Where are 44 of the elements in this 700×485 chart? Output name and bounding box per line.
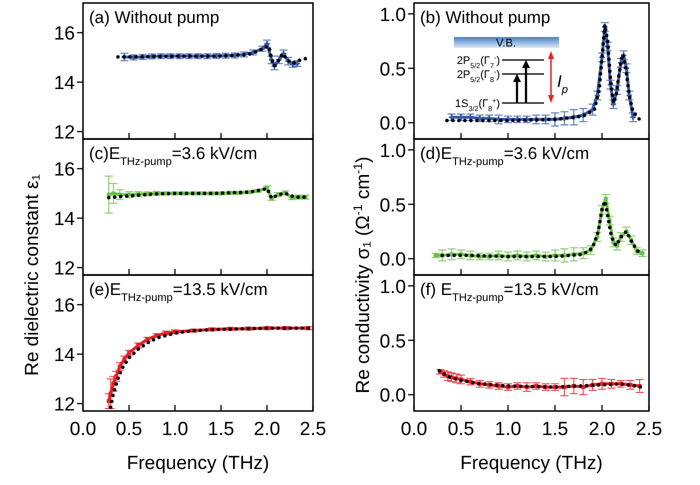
x-tick-label: 0.5 bbox=[116, 419, 142, 440]
chart-title: (a) Without pump bbox=[89, 8, 220, 27]
x-tick-label: 0.0 bbox=[70, 419, 96, 440]
annotation: 2P$_{5/2}$(Γ$_{7}$$^{-}$) bbox=[456, 54, 500, 70]
chart-title: (f) E$_{THz-pump}$=13.5 kV/cm bbox=[420, 280, 599, 304]
y-tick-label: 16 bbox=[54, 24, 75, 45]
y-tick-label: 0.5 bbox=[380, 195, 406, 216]
y-tick-label: 0.5 bbox=[380, 59, 406, 80]
x-tick-label: 2.5 bbox=[636, 419, 662, 440]
x-axis-title: Frequency (THz) bbox=[126, 453, 270, 474]
y-tick-label: 12 bbox=[54, 394, 75, 416]
y-tick-label: 1.0 bbox=[380, 4, 406, 26]
chart-title: (c)E$_{THz-pump}$=3.6 kV/cm bbox=[89, 144, 258, 168]
y-tick-label: 12 bbox=[54, 258, 75, 280]
x-tick-label: 0.5 bbox=[448, 419, 474, 440]
annotation: 1S$_{3/2}$(Γ$_{8}$$^{+}$) bbox=[455, 97, 500, 113]
y-tick-label: 0.5 bbox=[380, 331, 406, 352]
y-tick-label: 14 bbox=[54, 209, 76, 230]
y-tick-label: 0.0 bbox=[380, 386, 406, 407]
x-axis-title: Frequency (THz) bbox=[460, 453, 603, 474]
y-tick-label: 16 bbox=[54, 160, 75, 181]
y-tick-label: 14 bbox=[54, 73, 76, 94]
annotation: V.B. bbox=[496, 38, 516, 50]
y-axis-title: Re dielectric constant ε₁ bbox=[22, 174, 43, 376]
x-tick-label: 1.5 bbox=[208, 419, 234, 440]
y-tick-label: 12 bbox=[54, 122, 75, 144]
x-tick-label: 2.0 bbox=[254, 419, 280, 440]
annotation: 2P$_{5/2}$(Γ$_{8}$$^{-}$) bbox=[456, 68, 500, 84]
y-tick-label: 1.0 bbox=[380, 140, 406, 162]
y-tick-label: 1.0 bbox=[380, 276, 406, 298]
x-tick-label: 2.0 bbox=[588, 419, 616, 440]
x-tick-label: 0.0 bbox=[400, 419, 428, 440]
y-tick-label: 0.0 bbox=[380, 114, 406, 135]
annotation: I$_{p}$ bbox=[557, 72, 568, 96]
x-tick-label: 2.5 bbox=[300, 419, 326, 440]
x-tick-label: 1.0 bbox=[162, 419, 188, 440]
chart-title: (d)E$_{THz-pump}$=3.6 kV/cm bbox=[420, 144, 590, 168]
y-tick-label: 16 bbox=[54, 296, 75, 317]
chart-title: (b) Without pump bbox=[420, 8, 550, 27]
y-tick-label: 14 bbox=[54, 345, 76, 366]
x-tick-label: 1.0 bbox=[494, 419, 522, 440]
x-tick-label: 1.5 bbox=[542, 419, 568, 440]
chart-title: (e)E$_{THz-pump}$=13.5 kV/cm bbox=[89, 280, 268, 304]
y-tick-label: 0.0 bbox=[380, 250, 406, 271]
